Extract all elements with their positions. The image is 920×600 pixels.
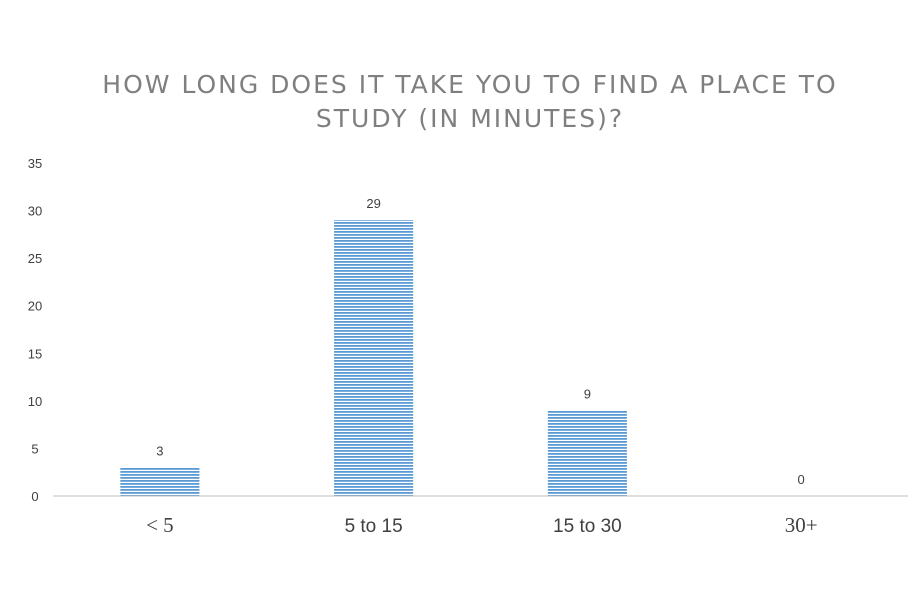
y-tick-label: 10	[28, 394, 42, 409]
y-axis-ticks: 0 5 10 15 20 25 30 35	[28, 156, 42, 504]
bar	[547, 410, 627, 496]
chart-title-line-2: STUDY (IN MINUTES)?	[316, 104, 624, 133]
data-labels: 3 29 9 0	[156, 196, 804, 487]
data-label: 3	[156, 443, 163, 458]
data-label: 0	[798, 472, 805, 487]
data-label: 29	[366, 196, 380, 211]
bar	[334, 220, 414, 497]
y-tick-label: 15	[28, 346, 42, 361]
chart-title-line-1: HOW LONG DOES IT TAKE YOU TO FIND A PLAC…	[102, 70, 837, 99]
y-tick-label: 0	[31, 489, 38, 504]
x-tick-label: 5 to 15	[345, 516, 403, 537]
y-tick-label: 20	[28, 299, 42, 314]
y-tick-label: 30	[28, 204, 42, 219]
y-tick-label: 35	[28, 156, 42, 171]
x-tick-label: 15 to 30	[553, 516, 622, 537]
x-tick-label: 30+	[785, 513, 818, 537]
data-label: 9	[584, 386, 591, 401]
x-axis-ticks: < 5 5 to 15 15 to 30 30+	[146, 513, 817, 537]
y-tick-label: 5	[31, 441, 38, 456]
bars	[120, 220, 627, 497]
x-tick-label: < 5	[146, 513, 174, 537]
bar	[120, 467, 200, 496]
y-tick-label: 25	[28, 251, 42, 266]
